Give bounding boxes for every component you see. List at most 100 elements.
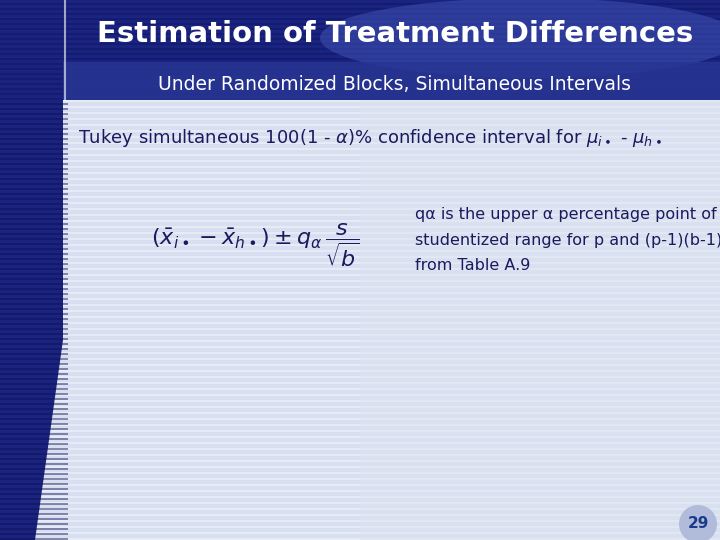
Bar [0,358,68,360]
Text: 29: 29 [688,516,708,531]
Bar [0,78,68,80]
Bar [0,153,68,155]
Bar [0,400,720,402]
Bar [0,53,720,55]
Bar [0,292,720,294]
Bar [0,309,720,312]
Bar [0,130,720,132]
Bar [0,403,68,405]
Text: qα is the upper α percentage point of the: qα is the upper α percentage point of th… [415,207,720,222]
Bar [0,398,68,400]
Bar [0,136,720,138]
Bar [0,381,720,384]
Bar [0,28,68,30]
Bar [0,93,720,96]
Bar [0,148,68,150]
Bar [0,83,68,85]
Bar [0,443,68,445]
Bar [0,373,68,375]
Bar [0,68,68,70]
Bar [0,63,68,65]
Bar [0,293,68,295]
Bar [0,352,720,354]
Bar [0,368,68,370]
Bar [0,423,720,426]
Bar [0,465,720,468]
Bar [0,348,68,350]
Bar [0,23,68,25]
Bar [0,248,68,250]
Bar [0,213,68,215]
Bar [0,238,720,240]
Bar [0,283,68,285]
Bar [0,323,68,325]
Bar [63,62,720,100]
Bar [0,454,720,456]
Bar [0,288,68,290]
Bar [0,8,68,10]
Bar [0,394,720,396]
Bar [0,417,720,420]
Text: Under Randomized Blocks, Simultaneous Intervals: Under Randomized Blocks, Simultaneous In… [158,75,631,93]
Bar [0,48,720,50]
Bar [0,243,68,245]
Bar [0,143,68,145]
Bar [0,278,68,280]
Bar [0,153,720,156]
Bar [0,38,720,40]
Bar [0,70,720,72]
Bar [0,383,68,385]
Bar [0,238,68,240]
Bar [0,58,68,60]
Bar [0,183,68,185]
Bar [0,103,68,105]
Bar [0,218,68,220]
Bar [0,471,720,474]
Bar [0,478,68,480]
Bar [0,327,720,330]
Bar [0,313,68,315]
Bar [0,318,68,320]
Bar [0,123,68,125]
Bar [0,423,68,425]
Bar [0,343,68,345]
Bar [0,273,68,275]
Bar [0,118,68,120]
Bar [0,448,720,450]
Bar [0,33,720,35]
Bar [0,489,720,492]
Bar [0,223,68,225]
Bar [0,353,68,355]
Bar [0,195,720,198]
Bar [0,496,720,498]
Bar [0,463,68,465]
Bar [0,13,720,15]
Bar [0,363,720,366]
Bar [0,111,720,114]
Bar [0,3,720,5]
Circle shape [679,505,717,540]
Bar [0,473,68,475]
Bar [0,198,68,200]
Bar [0,268,68,270]
Bar [0,228,68,230]
Bar [0,477,720,480]
Bar [0,442,720,444]
Bar [0,43,68,45]
Bar [0,340,720,342]
Bar [0,233,68,235]
Bar [0,303,68,305]
Bar [0,411,720,414]
Bar [0,298,720,300]
Bar [0,128,68,130]
Bar [0,22,720,24]
Bar [0,28,720,30]
Bar [0,244,720,246]
Bar [0,33,720,36]
Bar [0,303,720,306]
Bar [0,433,68,435]
Bar [0,63,720,65]
Bar [0,258,68,260]
Bar [0,18,720,20]
Bar [0,531,720,534]
